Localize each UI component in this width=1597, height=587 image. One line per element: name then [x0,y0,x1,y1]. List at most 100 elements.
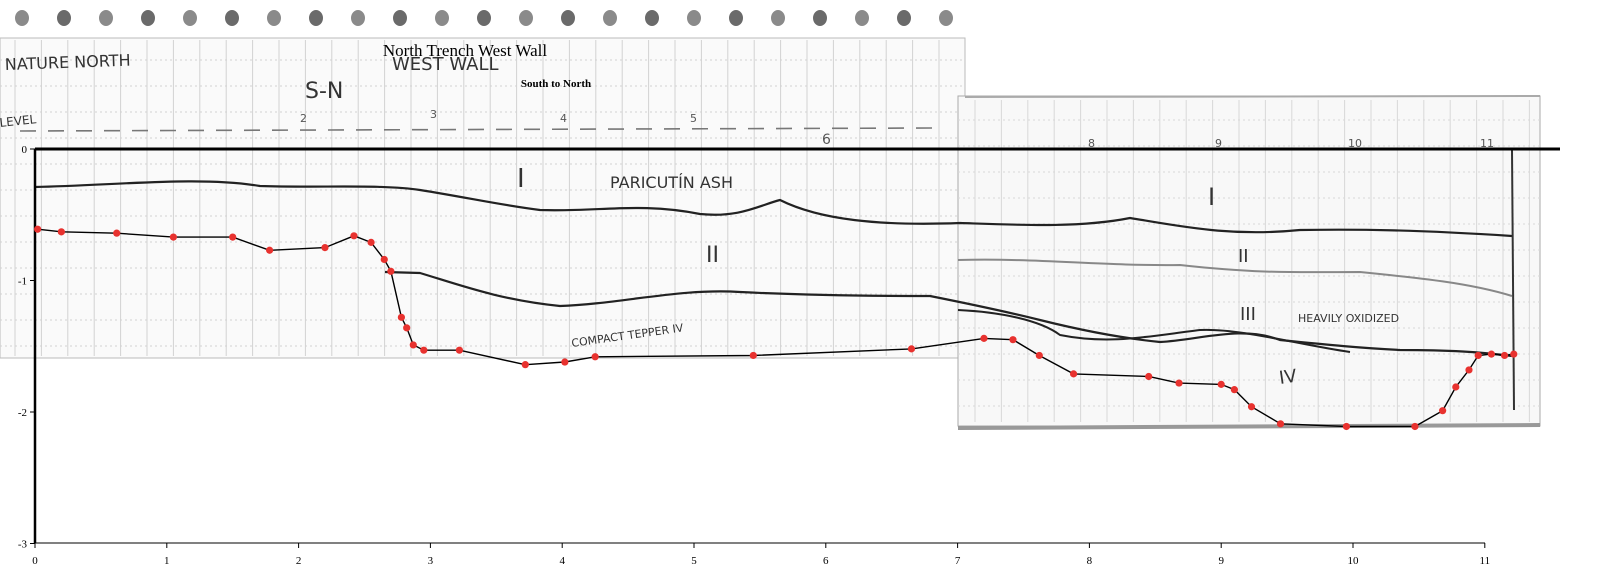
sketch-tick: 11 [1480,137,1494,150]
data-point [1217,380,1225,388]
data-point [409,341,417,349]
data-point [1247,403,1256,411]
spiral-ring [225,10,239,26]
data-point [591,353,599,361]
data-point [521,361,529,369]
chart-subtitle: South to North [521,78,591,90]
data-point [1500,351,1509,360]
sketch-tick: 3 [430,108,437,121]
sketch-tick: 6 [822,132,831,148]
data-point [1009,336,1017,344]
x-tick-label: 2 [296,555,302,567]
data-point [1439,407,1447,415]
annotation-paricutin-ash: PARICUTÍN ASH [610,173,733,192]
spiral-ring [351,10,365,26]
y-axis-ticks: 0 -1 -2 -3 [18,144,35,551]
data-point [397,313,406,321]
data-point [980,334,988,342]
data-point [749,351,757,360]
x-axis-ticks: 0 1 2 3 4 5 6 7 8 9 10 11 [32,543,1490,567]
spiral-ring [855,10,869,26]
data-point [380,255,388,264]
data-point [113,229,121,237]
data-point [57,228,65,236]
spiral-ring [645,10,659,26]
data-point [1145,372,1153,381]
spiral-ring [729,10,743,26]
chart-title: North Trench West Wall [383,41,548,60]
sketch-tick: 5 [690,112,697,125]
data-point [1175,379,1183,387]
x-tick-label: 1 [164,555,170,567]
data-point [1465,366,1473,374]
data-point [367,238,375,246]
y-tick-label: -2 [18,407,27,419]
data-point [34,225,42,233]
data-point [561,358,569,366]
annotation-layer-i-left: I [517,164,525,194]
spiral-ring [99,10,113,26]
data-point [455,346,463,354]
data-point [350,232,358,240]
data-point [420,346,428,354]
annotation-layer-iv: IV [1278,366,1299,389]
spiral-ring [15,10,29,26]
data-point [1069,370,1078,378]
y-tick-label: 0 [22,144,28,156]
sketch-tick: 4 [560,112,567,125]
annotation-nature-north: NATURE NORTH [4,51,130,74]
spiral-ring [771,10,785,26]
spiral-ring [519,10,533,26]
data-point [1276,420,1285,428]
spiral-ring [561,10,575,26]
series-points [34,225,1518,431]
data-point [1452,383,1460,391]
data-point [169,233,177,241]
annotation-level: LEVEL [0,112,37,130]
sketch-tick: 8 [1088,137,1095,150]
annotation-layer-ii-right: II [1238,246,1249,267]
spiral-ring [813,10,827,26]
sketch-tick: 9 [1215,137,1222,150]
data-point [1035,351,1043,360]
notebook-spiral-binding [15,10,953,26]
annotation-heavily-oxidized: HEAVILY OXIDIZED [1298,312,1399,325]
data-point [387,267,395,275]
spiral-ring [477,10,491,26]
annotation-layer-i-right: I [1208,183,1215,211]
data-point [907,345,916,353]
data-point [321,244,329,252]
y-tick-label: -3 [18,539,28,551]
x-tick-label: 4 [559,555,565,567]
data-point [1230,386,1238,394]
spiral-ring [141,10,155,26]
spiral-ring [267,10,281,26]
x-tick-label: 11 [1480,555,1491,567]
series-line [37,228,1514,428]
sketch-tick: 2 [300,112,307,125]
data-point [1474,351,1482,360]
field-sketch-background: NATURE NORTH S-N WEST WALL LEVEL I PARIC… [0,10,1541,430]
data-point [1487,350,1495,358]
x-tick-label: 0 [32,555,38,567]
spiral-ring [687,10,701,26]
annotation-layer-iii: III [1240,304,1256,325]
data-point [1510,350,1518,358]
spiral-ring [603,10,617,26]
x-tick-label: 10 [1348,555,1360,567]
data-point [229,233,237,241]
x-tick-label: 6 [823,555,829,567]
annotation-layer-ii: II [706,243,719,268]
data-point [1342,422,1351,431]
annotation-s-n: S-N [305,79,343,104]
x-tick-label: 5 [691,555,697,567]
spiral-ring [57,10,71,26]
data-point [403,324,411,332]
data-point [1411,422,1419,431]
spiral-ring [939,10,953,26]
y-tick-label: -1 [18,276,27,288]
x-tick-label: 7 [955,555,961,567]
sketch-tick: 10 [1348,137,1362,150]
x-tick-label: 8 [1087,555,1093,567]
